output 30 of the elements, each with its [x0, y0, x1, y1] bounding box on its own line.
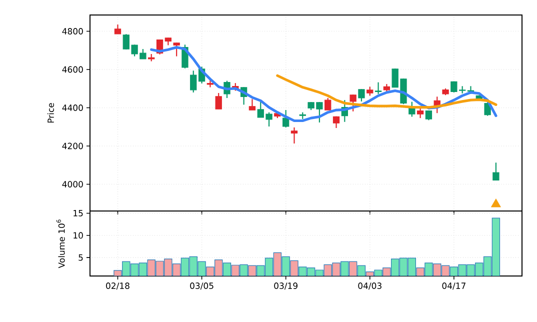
- y-tick-label: 10: [74, 232, 83, 239]
- y-tick-label: 4000: [62, 181, 83, 188]
- y-tick-label: 5: [78, 254, 83, 261]
- candlestick: [324, 97, 332, 111]
- x-tick-label: 03/19: [274, 282, 298, 290]
- y-axis-title: Volume 10$^{6}$: [56, 220, 65, 268]
- candlestick: [114, 24, 122, 34]
- candlestick: [484, 102, 491, 116]
- candlestick: [290, 126, 298, 144]
- candlestick: [408, 101, 416, 118]
- candlestick: [350, 94, 356, 112]
- candlestick: [416, 106, 424, 119]
- candlestick: [190, 70, 197, 93]
- candlestick: [282, 109, 290, 128]
- candlestick: [173, 42, 180, 57]
- x-tick-label: 03/05: [190, 282, 214, 290]
- y-tick-label: 4800: [62, 28, 83, 34]
- y-tick-label: 15: [74, 210, 83, 216]
- y-tick-label: 4200: [62, 142, 83, 150]
- y-tick-label: 4400: [62, 104, 83, 111]
- y-tick-label: 4600: [62, 66, 83, 73]
- x-tick-label: 04/17: [442, 282, 466, 290]
- candlestick: [492, 162, 500, 181]
- x-tick-label: 04/03: [358, 282, 382, 290]
- candlestick: [248, 98, 256, 111]
- candlestick: [374, 82, 382, 95]
- candlestick: [215, 92, 222, 110]
- x-tick-label: 02/18: [106, 282, 130, 290]
- candlestick: [358, 88, 365, 102]
- y-axis-title: Price: [47, 103, 54, 123]
